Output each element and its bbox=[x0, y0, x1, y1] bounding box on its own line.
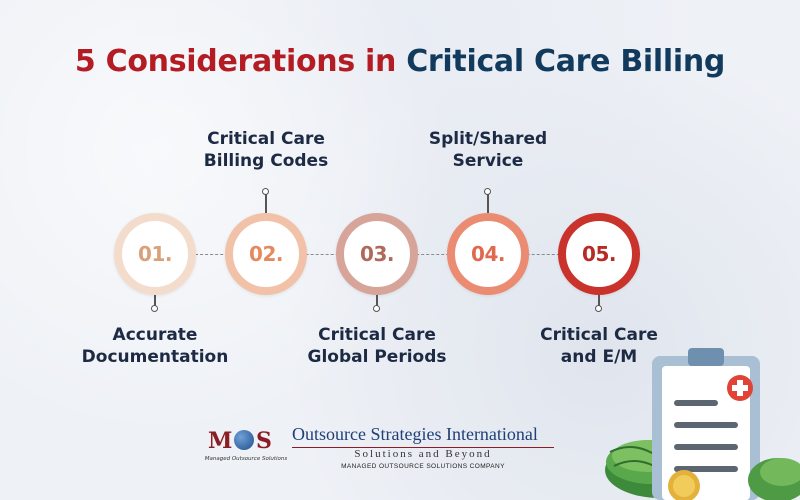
step-2-circle: 02. bbox=[225, 213, 307, 295]
step-4-stem bbox=[487, 193, 489, 213]
step-5-circle: 05. bbox=[558, 213, 640, 295]
step-2: 02. bbox=[225, 188, 307, 295]
step-5-dot bbox=[595, 305, 602, 312]
logo-mark-letter-m: M bbox=[208, 428, 233, 454]
step-4: 04. bbox=[447, 188, 529, 295]
step-4-circle: 04. bbox=[447, 213, 529, 295]
mos-logo-mark: M S Managed Outsource Solutions bbox=[200, 426, 288, 476]
step-1-dot bbox=[151, 305, 158, 312]
step-5: 05. bbox=[558, 213, 640, 312]
billing-illustration bbox=[605, 348, 800, 500]
step-3: 03. bbox=[336, 213, 418, 312]
step-3-number: 03. bbox=[360, 242, 394, 266]
globe-icon bbox=[234, 430, 254, 450]
money-stack-icon-right bbox=[748, 458, 800, 500]
title-part-1: 5 Considerations in bbox=[74, 44, 397, 79]
step-2-dot bbox=[262, 188, 269, 195]
company-subtagline: MANAGED OUTSOURCE SOLUTIONS COMPANY bbox=[341, 463, 505, 470]
step-2-label-line-2: Billing Codes bbox=[203, 151, 329, 171]
step-5-label-line-1: Critical Care bbox=[540, 325, 658, 345]
step-4-dot bbox=[484, 188, 491, 195]
step-1-circle: 01. bbox=[114, 213, 196, 295]
step-2-number: 02. bbox=[249, 242, 283, 266]
company-name: Outsource Strategies International bbox=[292, 424, 538, 444]
step-4-label-line-1: Split/Shared bbox=[428, 129, 548, 149]
title-part-2: Critical Care Billing bbox=[406, 44, 726, 79]
step-1-number: 01. bbox=[138, 242, 172, 266]
step-2-label-line-1: Critical Care bbox=[207, 129, 325, 149]
company-logo: M S Managed Outsource Solutions Outsourc… bbox=[200, 424, 560, 476]
step-5-label-line-2: and E/M bbox=[560, 347, 638, 367]
step-3-label: Critical Care Global Periods bbox=[287, 324, 467, 368]
step-3-circle: 03. bbox=[336, 213, 418, 295]
step-4-label: Split/Shared Service bbox=[398, 128, 578, 172]
step-3-stem bbox=[376, 295, 378, 307]
step-5-label: Critical Care and E/M bbox=[509, 324, 689, 368]
step-3-dot bbox=[373, 305, 380, 312]
step-1-label-line-2: Documentation bbox=[81, 347, 229, 367]
coin-icon bbox=[668, 470, 700, 500]
logo-divider bbox=[292, 447, 554, 448]
step-4-label-line-2: Service bbox=[452, 151, 524, 171]
step-1-label-line-1: Accurate bbox=[112, 325, 198, 345]
logo-mark-letter-s: S bbox=[256, 428, 272, 454]
step-3-label-line-2: Global Periods bbox=[307, 347, 447, 367]
company-tagline: Solutions and Beyond bbox=[354, 448, 492, 460]
step-1-label: Accurate Documentation bbox=[65, 324, 245, 368]
step-1: 01. bbox=[114, 213, 196, 312]
page-title: 5 Considerations in Critical Care Billin… bbox=[0, 44, 800, 79]
step-2-stem bbox=[265, 193, 267, 213]
step-2-label: Critical Care Billing Codes bbox=[176, 128, 356, 172]
step-5-stem bbox=[598, 295, 600, 307]
logo-mark-caption: Managed Outsource Solutions bbox=[204, 456, 288, 462]
step-4-number: 04. bbox=[471, 242, 505, 266]
step-5-number: 05. bbox=[582, 242, 616, 266]
step-1-stem bbox=[154, 295, 156, 307]
medical-cross-icon bbox=[727, 375, 753, 401]
clipboard-icon bbox=[652, 348, 760, 500]
step-3-label-line-1: Critical Care bbox=[318, 325, 436, 345]
